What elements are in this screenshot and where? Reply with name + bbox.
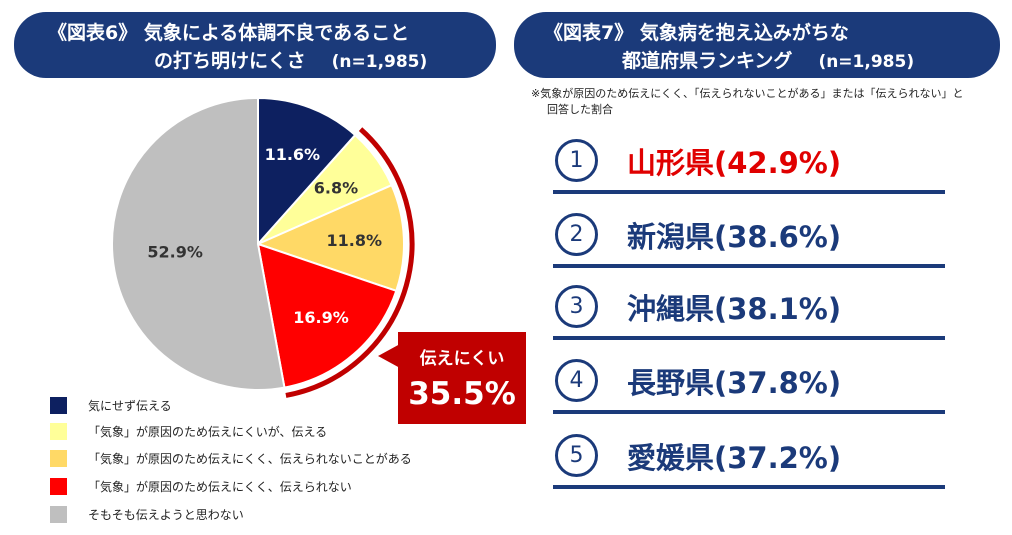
rank-divider	[553, 485, 945, 489]
rank-divider	[553, 410, 945, 414]
pie-label-3: 11.8%	[327, 231, 383, 250]
rank-prefecture: 新潟県(38.6%)	[627, 220, 842, 254]
pie-label-5: 52.9%	[147, 243, 203, 262]
legend-item-2: 「気象」が原因のため伝えにくいが、伝える	[50, 422, 327, 440]
right-title-line1: 《図表7》 気象病を抱え込みがちな	[544, 22, 849, 44]
pie-label-4: 16.9%	[293, 308, 349, 327]
rank-prefecture: 愛媛県(37.2%)	[627, 441, 842, 475]
rank-number: 4	[555, 359, 598, 402]
note-line2: 回答した割合	[547, 103, 613, 116]
ranking-row-3: 3 沖縄県(38.1%)	[553, 278, 945, 340]
legend-label: 気にせず伝える	[88, 398, 172, 413]
right-title-line2: 都道府県ランキング (n=1,985)	[622, 50, 914, 73]
legend-swatch	[50, 505, 67, 523]
left-title-line1: 《図表6》 気象による体調不良であること	[48, 22, 410, 44]
rank-divider	[553, 336, 945, 340]
callout-value: 35.5%	[408, 376, 516, 412]
callout-arrow	[378, 344, 400, 368]
pie-slice-4	[256, 242, 398, 389]
rank-prefecture: 山形県(42.9%)	[627, 146, 842, 180]
rank-number: 2	[555, 213, 598, 256]
legend-item-5: そもそも伝えようと思わない	[50, 505, 244, 523]
left-title-text: の打ち明けにくさ	[154, 50, 306, 72]
legend-label: 「気象」が原因のため伝えにくく、伝えられない	[88, 479, 352, 494]
legend-item-1: 気にせず伝える	[50, 396, 172, 414]
legend-item-3: 「気象」が原因のため伝えにくく、伝えられないことがある	[50, 449, 412, 467]
ranking-row-4: 4 長野県(37.8%)	[553, 352, 945, 414]
legend-item-4: 「気象」が原因のため伝えにくく、伝えられない	[50, 477, 352, 495]
ranking-row-2: 2 新潟県(38.6%)	[553, 206, 945, 268]
rank-number: 1	[555, 139, 598, 182]
legend-swatch	[50, 396, 67, 414]
legend-label: そもそも伝えようと思わない	[88, 507, 244, 522]
pie-label-2: 6.8%	[314, 178, 358, 197]
legend-label: 「気象」が原因のため伝えにくいが、伝える	[88, 424, 328, 439]
legend-swatch	[50, 449, 67, 467]
right-title-text: 都道府県ランキング	[622, 50, 793, 72]
legend-label: 「気象」が原因のため伝えにくく、伝えられないことがある	[88, 451, 412, 466]
note-line1: ※気象が原因のため伝えにくく、「伝えられないことがある」または「伝えられない」と	[531, 87, 964, 100]
pie-label-1: 11.6%	[265, 145, 321, 164]
rank-divider	[553, 264, 945, 268]
rank-divider	[553, 190, 945, 194]
callout-label: 伝えにくい	[419, 349, 505, 369]
left-title-line2: の打ち明けにくさ (n=1,985)	[154, 50, 427, 73]
pie-chart: 11.6% 6.8% 11.8% 16.9% 52.9%	[111, 96, 415, 398]
ranking-row-1: 1 山形県(42.9%)	[553, 132, 945, 194]
legend-swatch	[50, 477, 67, 495]
callout-box: 伝えにくい 35.5%	[398, 332, 526, 424]
legend-swatch	[50, 422, 67, 440]
rank-number: 3	[555, 285, 598, 328]
rank-number: 5	[555, 434, 598, 477]
rank-prefecture: 長野県(37.8%)	[627, 366, 842, 400]
ranking-row-5: 5 愛媛県(37.2%)	[553, 427, 945, 489]
pie-slice-3	[255, 183, 405, 293]
rank-prefecture: 沖縄県(38.1%)	[627, 292, 842, 326]
highlight-arc	[285, 127, 415, 398]
left-title-banner: 《図表6》 気象による体調不良であること の打ち明けにくさ (n=1,985)	[14, 12, 496, 78]
right-title-banner: 《図表7》 気象病を抱え込みがちな 都道府県ランキング (n=1,985)	[514, 12, 1000, 78]
pie-slice-5	[111, 96, 286, 391]
right-sample-size: (n=1,985)	[818, 52, 915, 72]
pie-slice-1	[257, 96, 357, 247]
left-sample-size: (n=1,985)	[331, 52, 428, 72]
